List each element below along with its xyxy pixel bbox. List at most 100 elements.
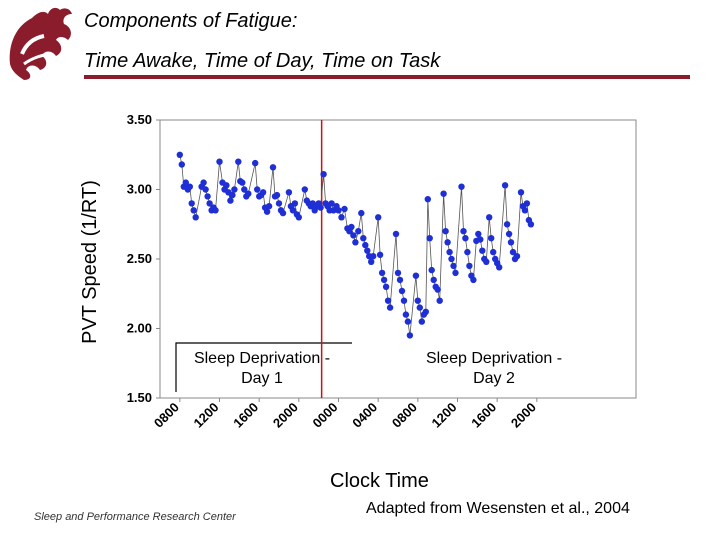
data-point xyxy=(479,247,486,254)
data-point xyxy=(507,239,515,246)
x-tick-label: 0400 xyxy=(349,400,380,431)
footer-citation: Adapted from Wesensten et al., 2004 xyxy=(366,500,630,517)
data-point xyxy=(404,318,412,325)
data-point xyxy=(402,311,410,318)
annotation-day-2-line-2: Day 2 xyxy=(473,370,515,387)
data-point xyxy=(265,203,273,210)
data-point xyxy=(501,182,509,189)
data-point xyxy=(291,200,299,207)
data-point xyxy=(384,297,392,304)
x-tick-label: 1200 xyxy=(191,400,222,431)
data-point xyxy=(335,207,342,214)
data-point xyxy=(202,186,209,193)
data-point xyxy=(452,269,459,277)
data-point xyxy=(263,208,271,215)
annotation-day-2-bg xyxy=(406,345,592,391)
y-axis-label: PVT Speed (1/RT) xyxy=(79,180,101,344)
data-point xyxy=(192,214,199,221)
data-point xyxy=(239,179,246,186)
x-tick-label: 1600 xyxy=(468,400,499,431)
data-point xyxy=(341,205,348,213)
data-point xyxy=(245,190,252,197)
data-point xyxy=(355,228,362,235)
x-tick-label: 1200 xyxy=(429,400,460,431)
data-point xyxy=(527,221,535,228)
data-point xyxy=(382,283,390,290)
data-point xyxy=(448,255,455,263)
data-point xyxy=(523,200,531,207)
data-point xyxy=(490,248,497,256)
data-point xyxy=(259,189,267,196)
data-point xyxy=(204,193,211,200)
x-tick-label: 2000 xyxy=(270,400,301,431)
annotation-day-1-line-2: Day 1 xyxy=(241,370,283,387)
data-point xyxy=(521,207,529,214)
data-point xyxy=(418,318,425,325)
data-point xyxy=(392,230,400,238)
cougar-head-logo xyxy=(9,7,73,81)
data-point xyxy=(178,161,185,168)
data-point xyxy=(269,164,277,171)
data-point xyxy=(412,272,420,279)
data-point xyxy=(364,247,371,254)
data-point xyxy=(517,189,525,196)
data-point xyxy=(279,209,287,217)
data-point xyxy=(400,297,408,304)
x-axis-label: Clock Time xyxy=(330,470,429,492)
data-point xyxy=(320,171,327,178)
data-point xyxy=(328,200,335,207)
data-point xyxy=(235,158,242,165)
data-point xyxy=(223,182,230,189)
data-point xyxy=(186,183,193,190)
data-point xyxy=(442,228,449,235)
y-tick-label: 1.50 xyxy=(127,390,152,405)
data-point xyxy=(414,297,421,304)
data-point xyxy=(406,332,414,339)
data-point xyxy=(470,276,477,284)
data-point xyxy=(380,276,388,284)
data-point xyxy=(338,214,345,221)
annotation-day-1: Sleep Deprivation - Day 1 xyxy=(175,342,352,392)
data-point xyxy=(289,207,297,214)
data-point xyxy=(466,262,473,270)
y-tick-label: 2.50 xyxy=(127,251,152,266)
y-tick-label: 3.50 xyxy=(127,112,152,127)
data-point xyxy=(188,200,195,207)
data-point xyxy=(422,308,429,315)
data-point xyxy=(444,239,451,246)
data-point xyxy=(424,196,431,203)
data-point xyxy=(227,197,234,204)
data-point xyxy=(176,151,183,158)
data-point xyxy=(190,207,197,214)
data-point xyxy=(317,204,324,211)
data-point xyxy=(428,266,435,274)
data-point xyxy=(358,209,365,217)
data-point xyxy=(350,232,357,239)
data-point xyxy=(486,214,493,221)
footer-source-center: Sleep and Performance Research Center xyxy=(34,511,236,523)
data-point xyxy=(295,214,302,221)
data-point xyxy=(394,269,402,277)
series-connector-line xyxy=(179,154,532,336)
data-point xyxy=(496,264,503,271)
data-point xyxy=(285,189,293,196)
data-point xyxy=(376,251,384,258)
data-point xyxy=(398,287,406,295)
data-point xyxy=(488,235,495,242)
x-tick-label: 2000 xyxy=(508,400,539,431)
data-point xyxy=(375,214,382,221)
x-tick-label: 0800 xyxy=(389,400,420,431)
data-point xyxy=(505,230,513,238)
data-point xyxy=(273,191,281,199)
data-point xyxy=(254,186,261,193)
data-point xyxy=(462,235,469,242)
data-point xyxy=(301,186,308,193)
data-point xyxy=(430,276,437,284)
data-point xyxy=(212,207,219,214)
data-point xyxy=(513,253,521,260)
data-point xyxy=(460,228,467,235)
data-point xyxy=(450,262,457,270)
annotation-day-2: Sleep Deprivation - Day 2 xyxy=(406,345,592,391)
data-point xyxy=(216,158,223,165)
